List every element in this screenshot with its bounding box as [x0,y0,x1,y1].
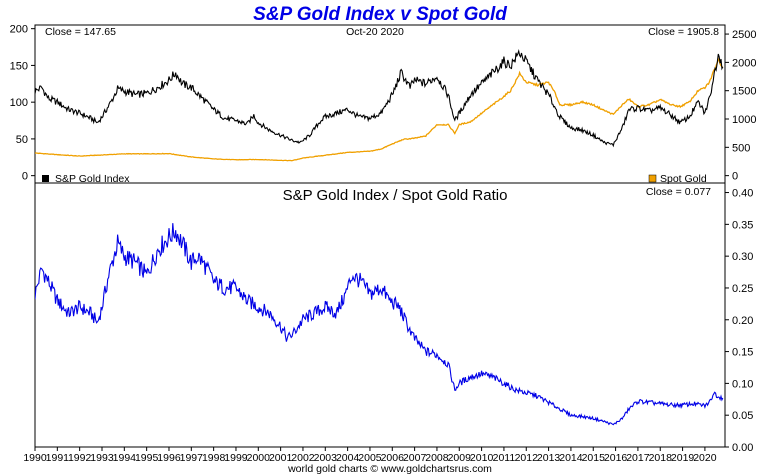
ratio-axis-tick-label: 0.15 [732,347,753,359]
legend-swatch-sp-gold-index [42,175,49,182]
top-right-axis: 0 500 1000 1500 2000 2500 [725,29,756,183]
x-axis-tick-label: 2010 [470,452,494,464]
x-axis-tick-label: 1993 [90,452,114,464]
x-axis-tick-label: 1991 [46,452,70,464]
left-axis-tick-label: 0 [22,171,28,183]
right-axis-tick-label: 2000 [732,57,756,69]
ratio-axis-tick-label: 0.20 [732,315,753,327]
legend-label-sp-gold-index: S&P Gold Index [55,173,130,185]
x-axis-tick-label: 2000 [247,452,271,464]
x-axis-tick-label: 2003 [314,452,338,464]
right-axis-tick-label: 1000 [732,114,756,126]
x-axis-tick-label: 2011 [493,452,516,464]
x-axis-tick-label: 2009 [448,452,472,464]
x-axis-tick-label: 2016 [604,452,628,464]
top-left-axis: 0 50 100 150 200 [10,24,35,183]
x-axis-tick-label: 1995 [135,452,159,464]
top-panel-frame [34,24,726,184]
left-close-label: Close = 147.65 [45,26,116,38]
ratio-axis-tick-label: 0.40 [732,188,753,200]
ratio-axis-tick-label: 0.10 [732,378,753,390]
x-axis-tick-label: 2004 [336,452,360,464]
x-axis-tick-label: 1990 [23,452,47,464]
x-axis-tick-label: 2015 [582,452,606,464]
x-axis-tick-label: 2008 [425,452,449,464]
x-axis-tick-label: 2018 [649,452,673,464]
x-axis-tick-label: 2017 [626,452,650,464]
x-axis-tick-label: 2001 [269,452,293,464]
legend-swatch-spot-gold [648,174,657,183]
x-axis-tick-label: 2007 [403,452,427,464]
legend-label-spot-gold: Spot Gold [660,173,707,185]
ratio-axis-tick-label: 0.00 [732,442,753,454]
x-axis-tick-label: 2020 [693,452,717,464]
right-axis-tick-label: 500 [732,142,750,154]
x-axis-tick-label: 1998 [202,452,226,464]
x-axis-tick-label: 2005 [358,452,382,464]
top-series-group [35,48,724,162]
x-axis-tick-label: 2002 [291,452,315,464]
x-axis-tick-label: 2019 [671,452,695,464]
ratio-close-label: Close = 0.077 [646,186,711,198]
x-axis-tick-label: 2013 [537,452,561,464]
bottom-right-axis: 0.00 0.05 0.10 0.15 0.20 0.25 0.30 0.35 0.40 [725,188,753,454]
ratio-axis-tick-label: 0.25 [732,283,753,295]
sp-gold-index-line [35,48,724,148]
credit-text: world gold charts © www.goldchartsrus.co… [287,463,492,475]
bottom-series-group [35,223,724,426]
right-axis-tick-label: 0 [732,171,738,183]
x-axis-tick-label: 2012 [515,452,539,464]
ratio-axis-tick-label: 0.05 [732,410,753,422]
ratio-line [35,223,724,426]
x-axis-tick-label: 1994 [113,452,137,464]
right-close-label: Close = 1905.8 [648,26,719,38]
left-axis-tick-label: 100 [10,97,28,109]
spot-gold-line [35,57,724,162]
left-axis-tick-label: 150 [10,60,28,72]
x-axis: 1990199119921993199419951996199719981999… [23,447,717,464]
ratio-axis-tick-label: 0.30 [732,251,753,263]
date-label: Oct-20 2020 [346,26,404,38]
chart-title: S&P Gold Index v Spot Gold [253,4,507,25]
x-axis-tick-label: 1999 [224,452,248,464]
right-axis-tick-label: 1500 [732,86,756,98]
left-axis-tick-label: 50 [16,134,28,146]
x-axis-tick-label: 2006 [381,452,405,464]
ratio-chart-title: S&P Gold Index / Spot Gold Ratio [283,187,508,204]
x-axis-tick-label: 1996 [157,452,181,464]
x-axis-tick-label: 1997 [180,452,204,464]
bottom-panel-frame [34,182,726,448]
ratio-axis-tick-label: 0.35 [732,219,753,231]
right-axis-tick-label: 2500 [732,29,756,41]
x-axis-tick-label: 1992 [68,452,92,464]
left-axis-tick-label: 200 [10,24,28,36]
x-axis-tick-label: 2014 [559,452,583,464]
